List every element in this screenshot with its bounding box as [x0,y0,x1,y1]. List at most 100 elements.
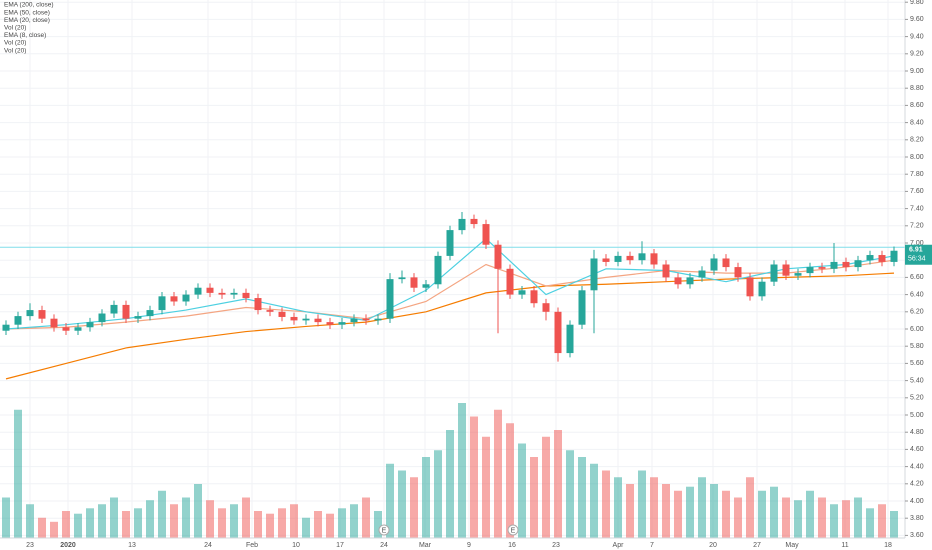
volume-bar [74,513,82,538]
volume-bar [302,517,310,538]
candle-body [122,304,130,319]
legend-entry: EMA (20, close) [4,17,50,24]
volume-bar [782,497,790,538]
volume-bar [38,517,46,538]
candle-body [182,294,190,302]
x-tick-label: 11 [841,542,848,549]
volume-bar [386,463,394,538]
y-tick-label: 8.80 [910,85,924,92]
y-tick-label: 6.40 [910,291,924,298]
candle-body [362,318,370,321]
candle-body [830,261,838,269]
candle-body [890,250,898,262]
y-tick-label: 4.00 [910,498,924,505]
candle-body [866,255,874,261]
volume-bar [242,497,250,538]
volume-bar [554,430,562,538]
candle-body [302,318,310,321]
candle-body [770,264,778,282]
candle-body [314,318,322,323]
volume-bar [830,504,838,538]
candle-body [278,311,286,317]
candle-body [602,258,610,262]
x-tick-label: 24 [380,542,388,549]
volume-bar [602,470,610,538]
candle-body [374,318,382,321]
x-tick-label: 18 [884,542,892,549]
y-tick-label: 9.60 [910,16,924,23]
volume-bar [530,457,538,538]
y-tick-label: 7.40 [910,205,924,212]
candle-body [218,292,226,295]
volume-bar [158,490,166,538]
volume-bar [62,511,70,538]
volume-bar [350,504,358,538]
x-tick-label: Feb [246,542,258,549]
y-tick-label: 6.00 [910,326,924,333]
volume-bar [818,497,826,538]
candle-body [446,230,454,256]
candle-body [290,316,298,321]
candle-body [98,313,106,323]
candle-body [194,287,202,295]
volume-bar [134,508,142,538]
volume-bar [206,500,214,538]
candle-body [710,258,718,271]
candle-body [146,310,154,317]
x-tick-label: Mar [419,542,432,549]
candle-body [530,290,538,304]
candle-body [110,304,118,314]
volume-bar [866,508,874,538]
volume-bar [878,504,886,538]
x-tick-label: 23 [26,542,34,549]
candle-body [698,270,706,278]
candle-body [86,322,94,328]
y-tick-label: 4.20 [910,481,924,488]
volume-bar [50,521,58,538]
volume-bar [734,497,742,538]
volume-bar [290,504,298,538]
candle-body [14,316,22,325]
y-tick-label: 7.20 [910,223,924,230]
event-label: E [382,527,387,534]
volume-bar [98,504,106,538]
volume-bar [122,511,130,538]
x-tick-label: 27 [753,542,761,549]
candle-body [254,298,262,311]
volume-bar [626,484,634,538]
candle-body [674,277,682,285]
volume-bar [578,457,586,538]
y-tick-label: 4.60 [910,446,924,453]
volume-bar [674,490,682,538]
volume-bar [14,409,22,538]
volume-bar [650,477,658,538]
candle-body [482,224,490,245]
volume-bar [434,450,442,538]
y-tick-label: 7.00 [910,240,924,247]
volume-bar [494,409,502,538]
volume-bar [2,497,10,538]
candle-body [326,322,334,325]
volume-bar [26,504,34,538]
candle-body [806,267,814,274]
volume-bar [362,497,370,538]
volume-bar [506,423,514,538]
candle-body [854,260,862,268]
event-label: E [511,527,516,534]
volume-bar [614,477,622,538]
volume-bar [518,443,526,538]
y-tick-label: 9.80 [910,0,924,6]
volume-bar [422,457,430,538]
y-tick-label: 8.20 [910,137,924,144]
legend-entry: Vol (20) [4,40,26,47]
volume-bar [686,486,694,538]
candle-body [338,322,346,325]
y-tick-label: 8.40 [910,119,924,126]
event-marker [378,524,390,536]
candle-body [686,277,694,285]
event-marker [507,524,519,536]
volume-bar [458,403,466,538]
x-tick-label: 9 [467,542,471,549]
